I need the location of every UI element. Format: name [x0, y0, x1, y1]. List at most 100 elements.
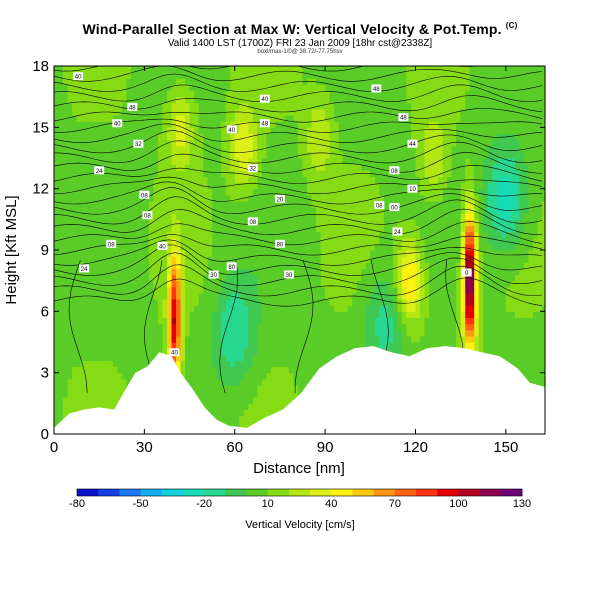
field-cell — [121, 78, 127, 85]
field-cell — [99, 262, 105, 269]
field-cell — [293, 231, 299, 239]
field-cell — [415, 213, 421, 220]
field-cell — [307, 292, 313, 300]
field-cell — [415, 342, 421, 349]
field-cell — [135, 66, 141, 73]
field-cell — [67, 262, 73, 269]
field-cell — [361, 237, 367, 245]
field-cell — [311, 323, 317, 331]
field-cell — [284, 360, 290, 368]
field-cell — [171, 78, 177, 85]
field-cell — [180, 158, 186, 165]
field-cell — [279, 151, 285, 159]
field-cell — [307, 348, 313, 355]
field-cell — [261, 348, 267, 355]
field-cell — [356, 78, 362, 85]
field-cell — [207, 250, 213, 257]
field-cell — [370, 72, 376, 79]
field-cell — [54, 268, 60, 276]
field-cell — [383, 121, 389, 128]
field-cell — [207, 323, 213, 331]
field-cell — [94, 102, 100, 110]
field-cell — [415, 200, 421, 208]
field-cell — [103, 256, 109, 263]
field-cell — [352, 200, 358, 208]
field-cell — [117, 66, 123, 73]
field-cell — [212, 115, 218, 122]
field-cell — [352, 317, 358, 325]
field-cell — [406, 219, 412, 226]
field-cell — [401, 188, 407, 196]
field-cell — [420, 207, 426, 214]
field-cell — [221, 139, 227, 147]
field-cell — [230, 409, 236, 417]
field-cell — [144, 176, 150, 184]
field-cell — [67, 96, 73, 104]
field-cell — [221, 397, 227, 404]
field-cell — [261, 311, 267, 318]
field-cell — [216, 151, 222, 159]
field-cell — [411, 78, 417, 85]
field-cell — [261, 78, 267, 85]
field-cell — [63, 145, 69, 153]
field-cell — [72, 384, 78, 392]
field-cell — [230, 84, 236, 92]
field-cell — [261, 90, 267, 98]
field-cell — [207, 397, 213, 404]
field-cell — [212, 391, 218, 398]
field-cell — [121, 145, 127, 153]
field-cell — [329, 84, 335, 92]
field-cell — [370, 127, 376, 134]
field-cell — [379, 280, 385, 288]
field-cell — [54, 225, 60, 233]
field-cell — [415, 139, 421, 147]
field-cell — [234, 274, 240, 282]
field-cell — [383, 127, 389, 134]
field-cell — [270, 268, 276, 276]
field-cell — [338, 158, 344, 165]
field-cell — [379, 182, 385, 190]
field-cell — [279, 329, 285, 337]
field-cell — [420, 78, 426, 85]
field-cell — [85, 286, 91, 294]
field-cell — [139, 219, 145, 226]
field-cell — [279, 348, 285, 355]
field-cell — [289, 292, 295, 300]
field-cell — [347, 84, 353, 92]
field-cell — [203, 108, 209, 116]
field-cell — [289, 348, 295, 355]
field-cell — [334, 127, 340, 134]
field-cell — [316, 188, 322, 196]
field-cell — [311, 329, 317, 337]
field-cell — [103, 250, 109, 257]
field-cell — [275, 72, 281, 79]
field-cell — [261, 194, 267, 202]
field-cell — [383, 176, 389, 184]
field-cell — [185, 280, 191, 288]
field-cell — [361, 268, 367, 276]
field-cell — [121, 200, 127, 208]
field-cell — [103, 72, 109, 79]
field-cell — [54, 286, 60, 294]
field-cell — [293, 102, 299, 110]
field-cell — [63, 66, 69, 73]
field-cell — [90, 133, 96, 141]
field-cell — [126, 78, 132, 85]
field-cell — [316, 108, 322, 116]
field-cell — [374, 102, 380, 110]
field-cell — [275, 250, 281, 257]
field-cell — [180, 151, 186, 159]
field-cell — [126, 243, 132, 251]
field-cell — [167, 335, 173, 343]
field-cell — [243, 305, 249, 312]
field-cell — [139, 292, 145, 300]
field-cell — [356, 342, 362, 349]
field-cell — [144, 243, 150, 251]
field-cell — [334, 305, 340, 312]
field-cell — [302, 292, 308, 300]
field-cell — [284, 256, 290, 263]
field-cell — [320, 182, 326, 190]
field-cell — [316, 323, 322, 331]
field-cell — [356, 207, 362, 214]
field-cell — [316, 329, 322, 337]
